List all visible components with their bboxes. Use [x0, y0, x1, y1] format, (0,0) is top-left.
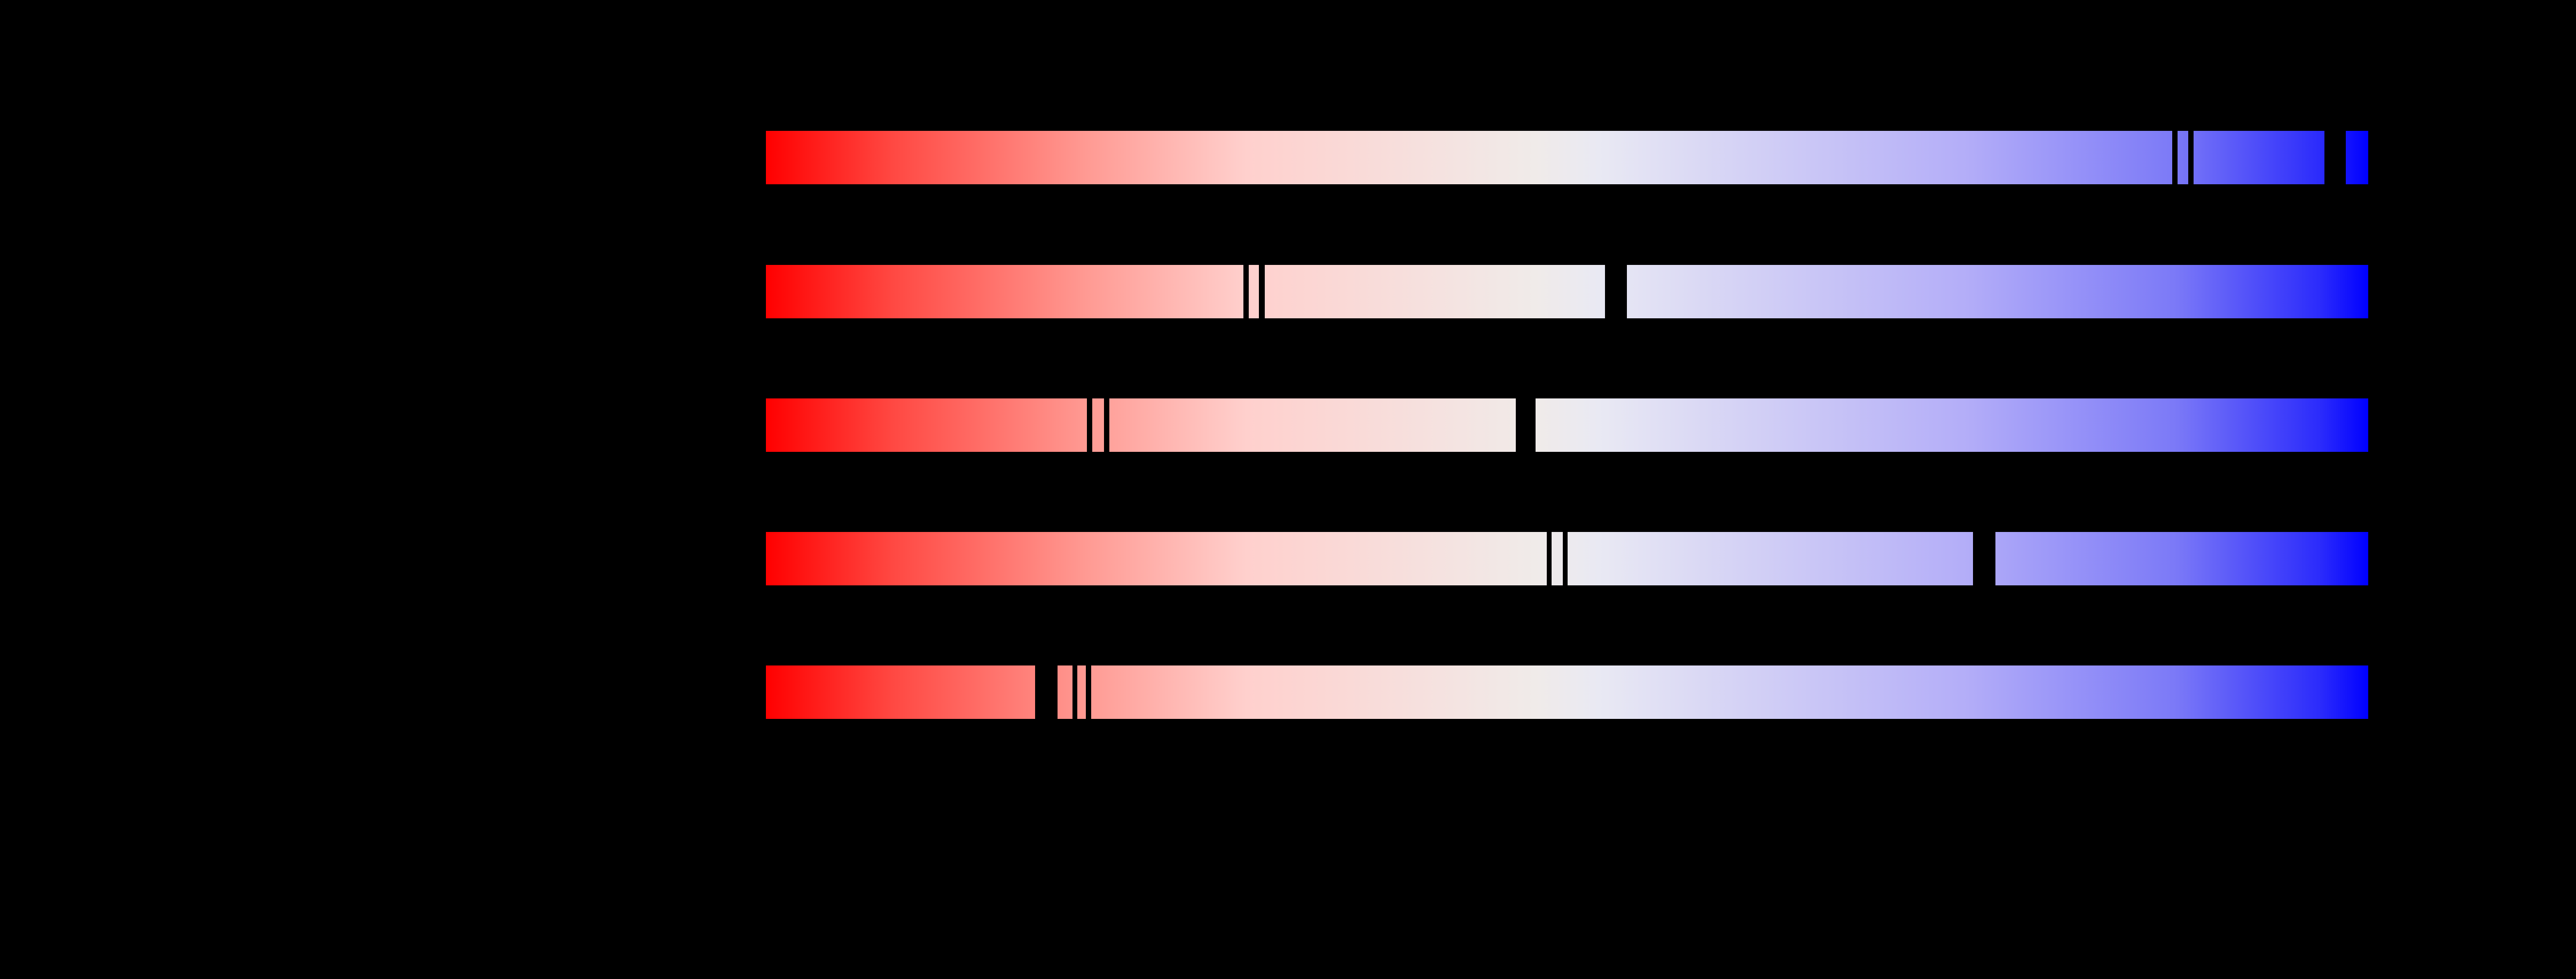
- tick-mark: [1259, 264, 1265, 319]
- tick-mark: [1563, 531, 1568, 586]
- tick-mark: [1072, 665, 1077, 719]
- segment-gap: [1973, 531, 1995, 586]
- gradient-track-1: [766, 130, 2368, 185]
- tick-mark: [2172, 130, 2178, 185]
- gradient-track-3: [766, 398, 2368, 452]
- segment-gap: [1605, 264, 1627, 319]
- tick-mark: [1086, 665, 1091, 719]
- tick-mark: [1104, 398, 1109, 452]
- gradient-track-4: [766, 531, 2368, 586]
- tick-mark: [1087, 398, 1092, 452]
- tick-mark: [1243, 264, 1249, 319]
- segment-gap: [1035, 665, 1058, 719]
- gradient-track-2: [766, 264, 2368, 319]
- segment-gap: [1516, 398, 1536, 452]
- gradient-track-5: [766, 665, 2368, 719]
- segment-gap: [2324, 130, 2346, 185]
- tick-mark: [2188, 130, 2194, 185]
- tick-mark: [1547, 531, 1552, 586]
